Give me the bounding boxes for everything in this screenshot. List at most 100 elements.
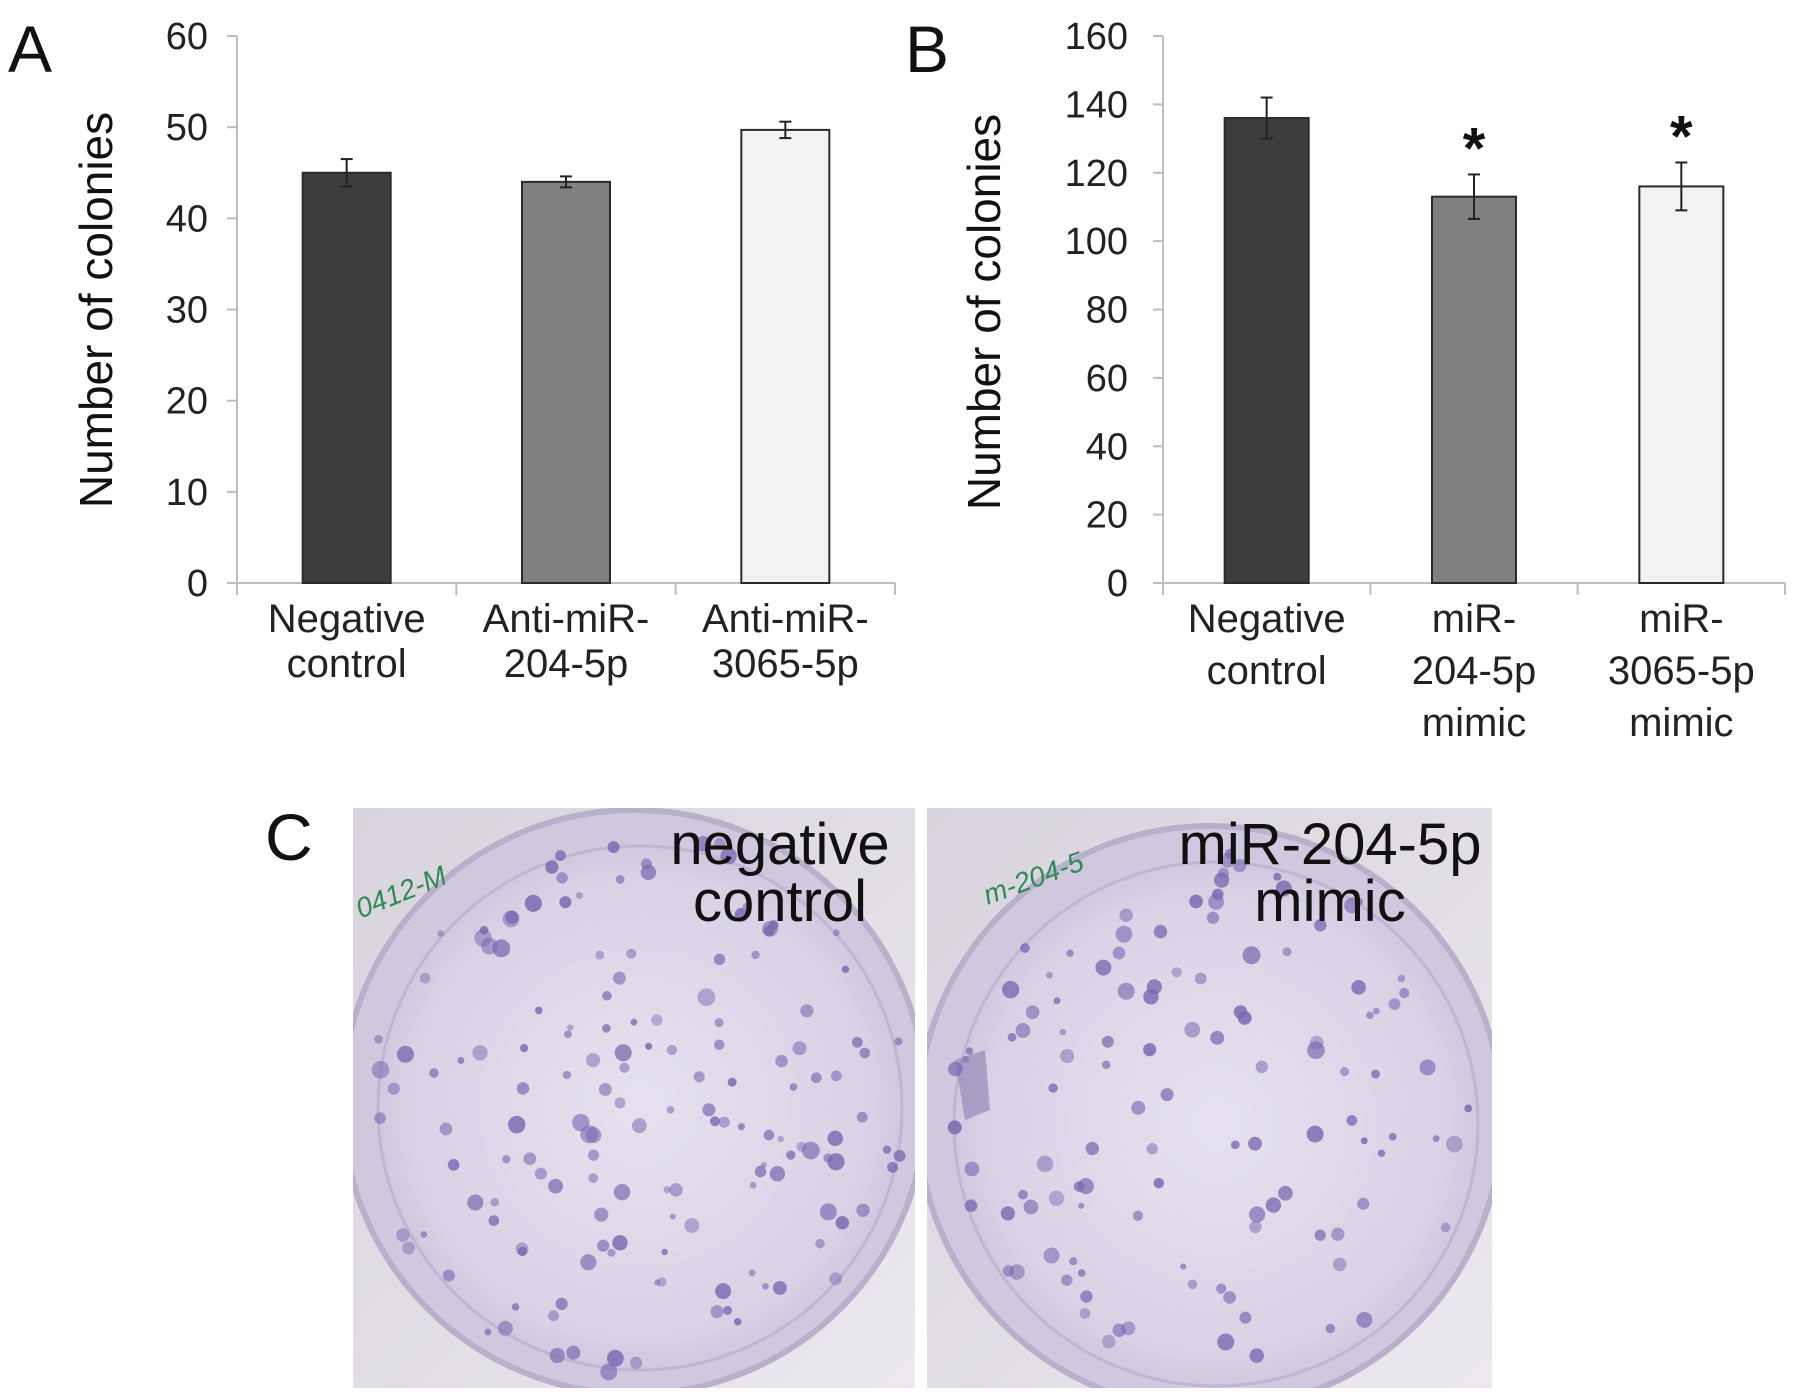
colony-dot	[516, 1082, 530, 1095]
panel-letter-a: A	[8, 12, 52, 86]
colony-dot	[1314, 919, 1327, 932]
colony-dot	[1184, 1021, 1201, 1038]
colony-dot	[502, 910, 520, 928]
colony-dot	[447, 1158, 460, 1171]
colony-dot	[1249, 1220, 1262, 1234]
colony-dot	[1232, 858, 1247, 873]
colony-dot	[1102, 1060, 1111, 1070]
colony-dot	[555, 850, 566, 861]
colony-dot	[519, 1043, 529, 1053]
colony-dot	[657, 1277, 667, 1287]
colony-dot	[666, 1044, 678, 1056]
colony-dot	[1273, 872, 1282, 881]
x-category-label: miR-	[1432, 597, 1516, 641]
x-category-label: Anti-miR-	[483, 597, 650, 641]
colony-dot	[1278, 1185, 1293, 1201]
colony-dot	[1445, 1135, 1463, 1153]
colony-dot	[709, 1116, 720, 1127]
colony-dot	[718, 1116, 730, 1128]
colony-dot	[1265, 1197, 1282, 1213]
x-category-label: control	[287, 642, 407, 686]
colony-dot	[1372, 1007, 1380, 1015]
colony-dot	[964, 1199, 978, 1213]
dish-label-negative-line2: control	[693, 869, 867, 934]
colony-dot	[631, 1118, 647, 1134]
colony-dot	[710, 1305, 724, 1319]
dish-photo-mir-204-5p-mimic: m-204-5 miR-204-5p mimic	[927, 808, 1492, 1388]
y-tick-label: 100	[1065, 221, 1128, 263]
x-category-label: control	[1207, 649, 1327, 693]
colony-dot	[1007, 1032, 1017, 1042]
colonies-mir-204-5p-mimic	[947, 848, 1473, 1363]
colony-dot	[1043, 1247, 1060, 1264]
colony-dot	[815, 1238, 825, 1249]
x-category-label: Negative	[268, 597, 426, 641]
y-axis-label-a: Number of colonies	[70, 112, 122, 508]
colony-dot	[859, 1047, 871, 1059]
colony-dot	[575, 892, 583, 900]
colony-dot	[1366, 1011, 1374, 1020]
dish-photo-negative-control: 0412-M negative control	[353, 808, 915, 1388]
colony-dot	[713, 837, 726, 850]
colony-dot	[1397, 974, 1406, 983]
colony-dot	[1344, 897, 1360, 914]
colony-dot	[693, 1071, 705, 1083]
dish-label-mimic-line2: mimic	[1254, 869, 1405, 934]
colony-dot	[1332, 1257, 1347, 1272]
bar	[740, 128, 831, 584]
y-tick-label: 20	[166, 381, 208, 423]
y-tick-label: 160	[1065, 16, 1128, 58]
x-category-label: Negative	[1188, 597, 1346, 641]
colony-dot	[556, 872, 568, 884]
colony-dot	[666, 1105, 675, 1114]
colony-dot	[720, 847, 737, 865]
colony-dot	[684, 1218, 700, 1233]
colony-dot	[402, 1241, 416, 1255]
colony-dot	[1282, 947, 1292, 957]
colony-dot	[549, 1347, 565, 1364]
colony-dot	[964, 1161, 980, 1177]
colony-dot	[669, 1183, 683, 1197]
colony-dot	[1095, 959, 1112, 976]
colony-dot	[484, 1328, 492, 1336]
colony-dot	[645, 1042, 653, 1050]
colony-dot	[374, 1112, 386, 1124]
colony-dot	[723, 1305, 733, 1315]
colony-dot	[1112, 1323, 1126, 1337]
colony-dot	[713, 953, 726, 966]
colony-dot	[548, 1178, 563, 1194]
y-tick-label: 120	[1065, 153, 1128, 195]
colony-dot	[762, 1283, 769, 1290]
colony-dot	[702, 1103, 716, 1117]
colony-dot	[602, 1024, 611, 1033]
colony-dot	[775, 1054, 788, 1068]
colony-dot	[615, 875, 625, 884]
colony-dot	[800, 1004, 814, 1018]
colony-dot	[1371, 1069, 1380, 1079]
colony-dot	[1117, 982, 1135, 1000]
colony-dot	[1419, 1059, 1436, 1076]
colony-dot	[515, 1242, 529, 1256]
colony-dot	[492, 939, 511, 958]
colony-dot	[555, 1297, 568, 1311]
colony-dot	[1356, 1311, 1373, 1328]
colony-dot	[429, 1068, 439, 1078]
colony-dot	[606, 1349, 624, 1367]
colony-dot	[1325, 1323, 1336, 1334]
colony-dot	[882, 1145, 892, 1154]
colony-dot	[566, 1345, 581, 1360]
colony-dot	[1239, 1311, 1252, 1324]
colony-dot	[1020, 943, 1030, 953]
colony-dot	[572, 1113, 590, 1132]
colony-dot	[651, 1014, 663, 1026]
colony-dot	[1153, 924, 1168, 939]
colony-dot	[1249, 1348, 1265, 1363]
colony-dot	[595, 950, 605, 960]
colony-dot	[545, 860, 559, 874]
colony-dot	[962, 1055, 970, 1063]
colony-dot	[588, 1149, 600, 1161]
colony-dot	[1432, 1135, 1440, 1143]
colony-dot	[841, 965, 850, 974]
y-tick-label: 40	[1086, 426, 1128, 468]
colony-dot	[439, 1122, 453, 1136]
